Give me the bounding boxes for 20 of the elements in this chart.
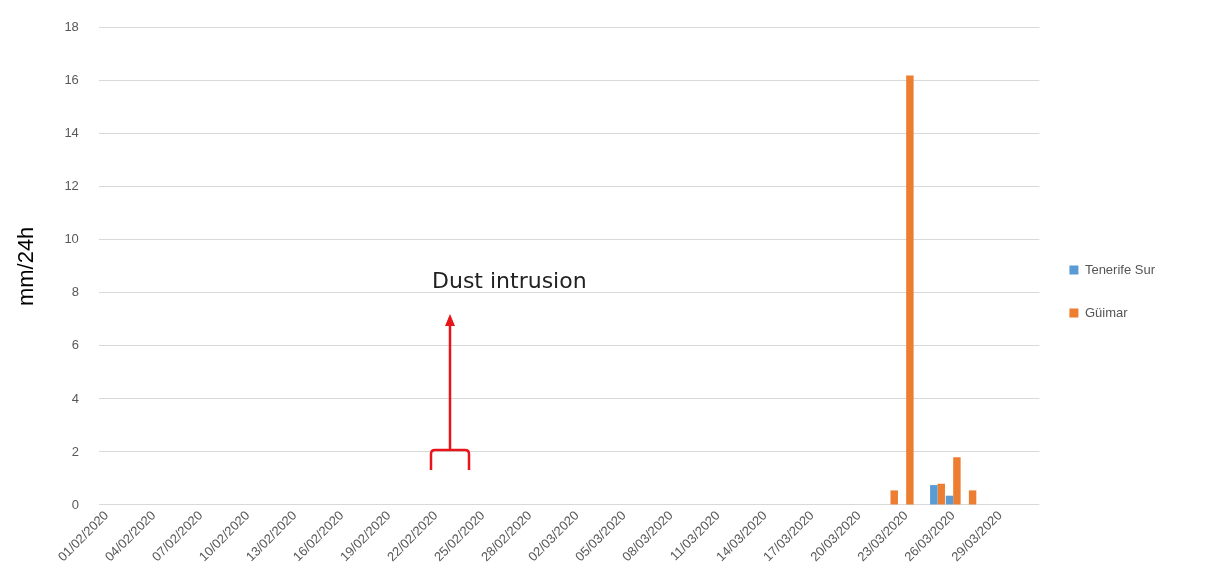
y-tick-label: 4: [71, 390, 79, 406]
y-tick-label: 2: [71, 443, 79, 459]
y-tick-label: 16: [64, 72, 79, 88]
y-tick-label: 10: [64, 231, 79, 247]
bar: [953, 457, 961, 505]
bar: [937, 483, 945, 505]
y-tick-label: 14: [64, 125, 79, 141]
y-tick-label: 0: [71, 496, 79, 512]
y-tick-label: 6: [71, 337, 79, 353]
annotation: Dust intrusion: [432, 268, 587, 293]
bar: [968, 490, 977, 505]
y-axis-title: mm/24h: [13, 226, 39, 307]
bar: [906, 75, 914, 505]
legend-label: Güimar: [1084, 304, 1129, 320]
bar: [890, 490, 898, 505]
legend-label: Tenerife Sur: [1084, 261, 1156, 277]
y-tick-label: 8: [71, 284, 79, 300]
y-tick-label: 12: [64, 178, 79, 194]
y-tick-label: 18: [64, 19, 79, 35]
bar: [930, 485, 938, 505]
